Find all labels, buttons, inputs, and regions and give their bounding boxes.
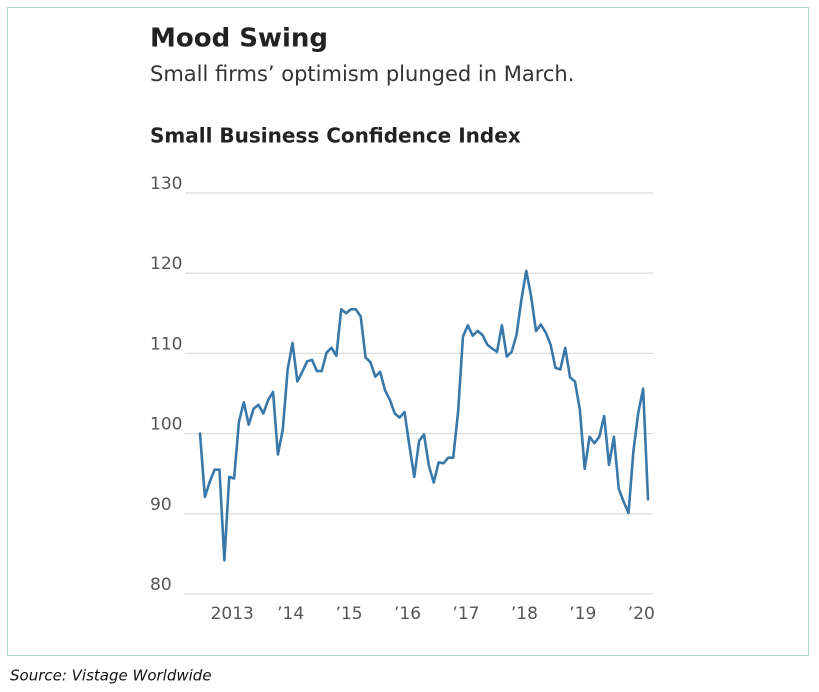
x-tick-label: ’15: [336, 604, 363, 624]
frame: [7, 7, 809, 656]
line: [198, 269, 650, 562]
y-tick-label: 80: [150, 575, 172, 595]
x-tick-label: ’16: [394, 604, 421, 624]
subtitle: Small firms’ optimism plunged in March.: [150, 62, 574, 86]
y-tick-label: 130: [150, 174, 182, 194]
y-tick-label: 110: [150, 334, 182, 354]
chart-title: Small Business Confidence Index: [150, 124, 521, 148]
y-tick-label: 90: [150, 495, 172, 515]
x-tick-label: ’18: [511, 604, 538, 624]
source: Source: Vistage Worldwide: [10, 667, 212, 685]
x-tick-label: ’19: [569, 604, 596, 624]
title: Mood Swing: [150, 24, 328, 54]
y-tick-label: 100: [150, 415, 182, 435]
y-tick-label: 120: [150, 254, 182, 274]
x-tick-label: ’17: [452, 604, 479, 624]
x-tick-label: 2013: [211, 604, 254, 624]
x-tick-label: ’14: [277, 604, 304, 624]
x-tick-label: ’20: [628, 604, 655, 624]
